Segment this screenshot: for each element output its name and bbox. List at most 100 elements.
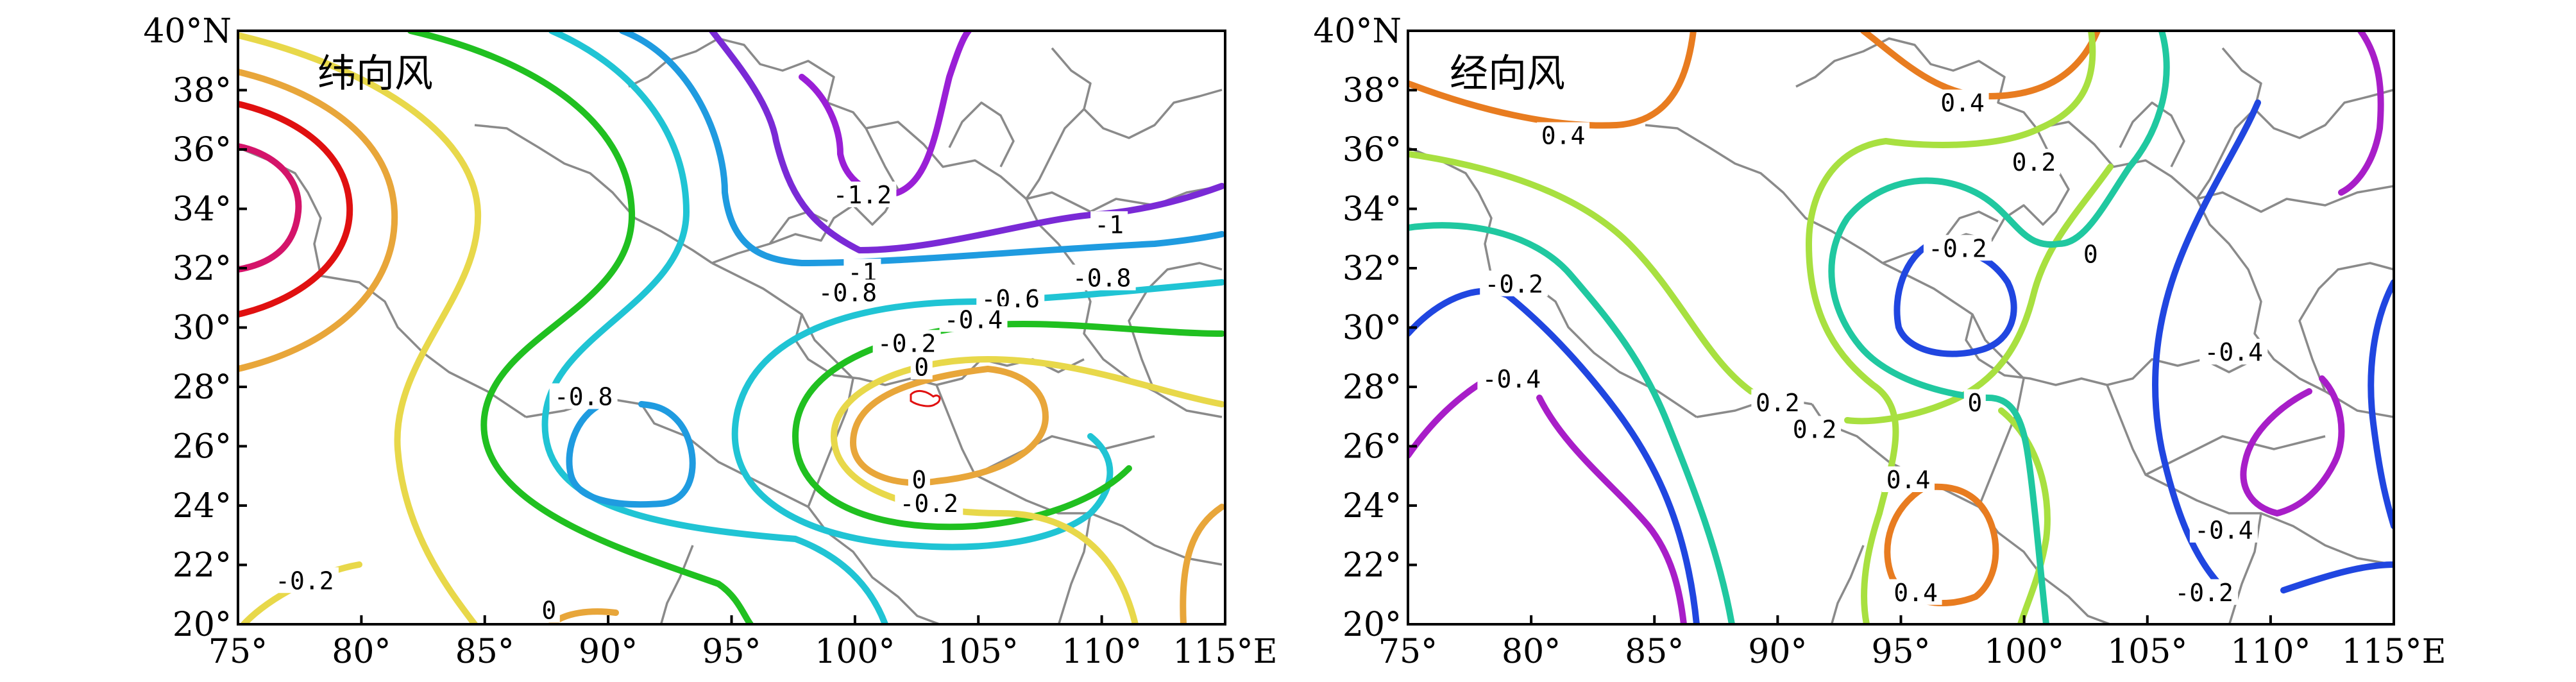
contour-right-neg0-2c [2152,99,2261,600]
lat-axis-left: 40°N 38° 36° 34° 32° 30° 28° 26° 24° 22° 20° [143,12,247,644]
lat-tick-label: 24° [1343,487,1402,525]
contour-label: -0.2 [1928,234,1987,262]
contour-left-0-2c [1180,504,1225,624]
contour-label-bg [1090,211,1128,237]
lat-tick-label: 40°N [1313,12,1402,51]
lat-tick-label: 22° [1343,547,1402,585]
contour-left-neg1-2 [799,31,972,198]
contour-label-bg [2199,339,2268,365]
contour-label-bg [1537,122,1590,148]
lon-tick-label: 100° [1984,633,2064,671]
lat-tick-label: 28° [1343,368,1402,407]
lon-tick-label: 95° [702,633,761,671]
contour-left-0-2b [850,366,1049,486]
contour-label: 0.2 [1793,415,1837,443]
contour-label: -0.2 [1484,270,1543,298]
contour-label-bg [1480,270,1548,296]
lat-tick-label: 38° [173,72,232,110]
contour-label: 0.4 [1541,122,1586,150]
contour-left-0-2 [238,32,482,624]
lon-tick-label: 85° [455,633,514,671]
lon-tick-label: 85° [1625,633,1684,671]
lat-tick-label: 24° [173,487,232,525]
contour-label-bg [813,279,882,305]
lon-tick-label: 75° [1378,633,1437,671]
contour-label: -0.8 [1072,264,1131,293]
contour-label-bg [1963,389,1986,415]
lat-axis-right: 40°N 38° 36° 34° 32° 30° 28° 26° 24° 22° 20° [1313,12,1417,644]
contour-left-0-8 [238,143,302,273]
contour-label: -0.2 [900,490,959,518]
contour-label-bg [2080,241,2102,267]
contour-label: -0.8 [554,383,613,411]
lat-tick-label: 34° [1343,191,1402,229]
contour-left-neg0-6 [619,31,1225,266]
lat-tick-label: 20° [173,606,232,644]
contour-label-bg [939,306,1008,332]
boundaries-left [238,37,1223,624]
lon-tick-label: 105° [938,633,1019,671]
lon-tick-label: 80° [332,633,391,671]
lat-tick-label: 34° [173,191,232,229]
contour-label: 0.4 [1894,579,1938,607]
contour-label: 0 [2083,241,2098,269]
contour-label: -0.8 [818,279,877,307]
contour-label-bg [2007,149,2060,175]
contour-labels-left: -1.2-1-1 -0.8-0.8 -0.6-0.4-0.20-0.80-0.2-0… [270,181,1136,625]
contour-label-bg [908,466,930,492]
contour-right-neg0-2b [1894,241,2017,357]
contour-label: 0 [1967,389,1982,417]
panel-meridional-wind: 0.4 0.4 0.2 -0.2 0 -0.2 -0.4 -0.4 0.2 0 0.2 0.4 -0.4… [1313,12,2446,671]
lon-axis-right: 75° 80° 85° 90° 95° 100° 105° 110° 115°E [1378,615,2446,671]
contour-label-bg [2170,579,2239,605]
contour-label-bg [910,354,933,380]
contour-right-0a [1408,222,1735,624]
contour-label: -0.4 [2204,338,2263,366]
contour-label: -1 [1094,210,1124,239]
lon-tick-label: 100° [815,633,895,671]
contour-left-neg0-4 [541,31,888,624]
contour-label: 0 [911,466,926,494]
lon-tick-label: 95° [1871,633,1930,671]
lat-tick-label: 40°N [143,12,232,51]
contour-left-0-2d [548,608,619,624]
lon-tick-label: 115°E [1173,633,1277,671]
lat-tick-label: 38° [1343,72,1402,110]
contour-label-bg [1067,264,1136,291]
lat-tick-label: 36° [173,131,232,169]
contour-label: -0.2 [877,329,936,357]
contour-right-0-2a [1408,151,1754,395]
contour-label-bg [1889,579,1942,605]
lat-tick-label: 36° [1343,131,1402,169]
lon-tick-label: 90° [579,633,638,671]
contour-label-bg [1923,235,1992,261]
red-small-contour [910,389,941,407]
lat-tick-label: 32° [173,250,232,288]
contours-right [1408,31,2394,624]
lon-tick-label: 80° [1502,633,1561,671]
contour-right-neg0-4c [2240,375,2345,516]
contour-label-bg [828,182,897,207]
contour-right-neg0-2a [1408,287,1700,624]
contour-label: 0 [541,597,556,625]
contour-label-bg [549,383,618,409]
lon-tick-label: 75° [208,633,267,671]
contour-label: 0.2 [1756,389,1800,417]
contour-label-bg [1477,365,1546,391]
contour-right-0b [1828,31,2170,624]
lon-tick-label: 105° [2107,633,2187,671]
contour-left-neg0-2b [792,321,1225,531]
map-area-left: -1.2-1-1 -0.8-0.8 -0.6-0.4-0.20-0.80-0.2-0… [238,31,1225,625]
lon-tick-label: 110° [2230,633,2310,671]
lat-tick-label: 20° [1343,606,1402,644]
lon-tick-label: 115°E [2341,633,2446,671]
contour-right-neg0-2d [2368,279,2394,529]
contour-right-neg0-2e [2280,561,2394,593]
contour-label-bg [1882,466,1935,492]
contour-left-neg0-2 [407,31,754,624]
contour-label-bg [270,567,339,593]
contour-label-bg [872,330,941,356]
contour-label: 0.2 [2012,148,2056,176]
contour-right-neg0-4b [1536,395,1687,624]
contour-left-neg0-8 [566,398,696,508]
